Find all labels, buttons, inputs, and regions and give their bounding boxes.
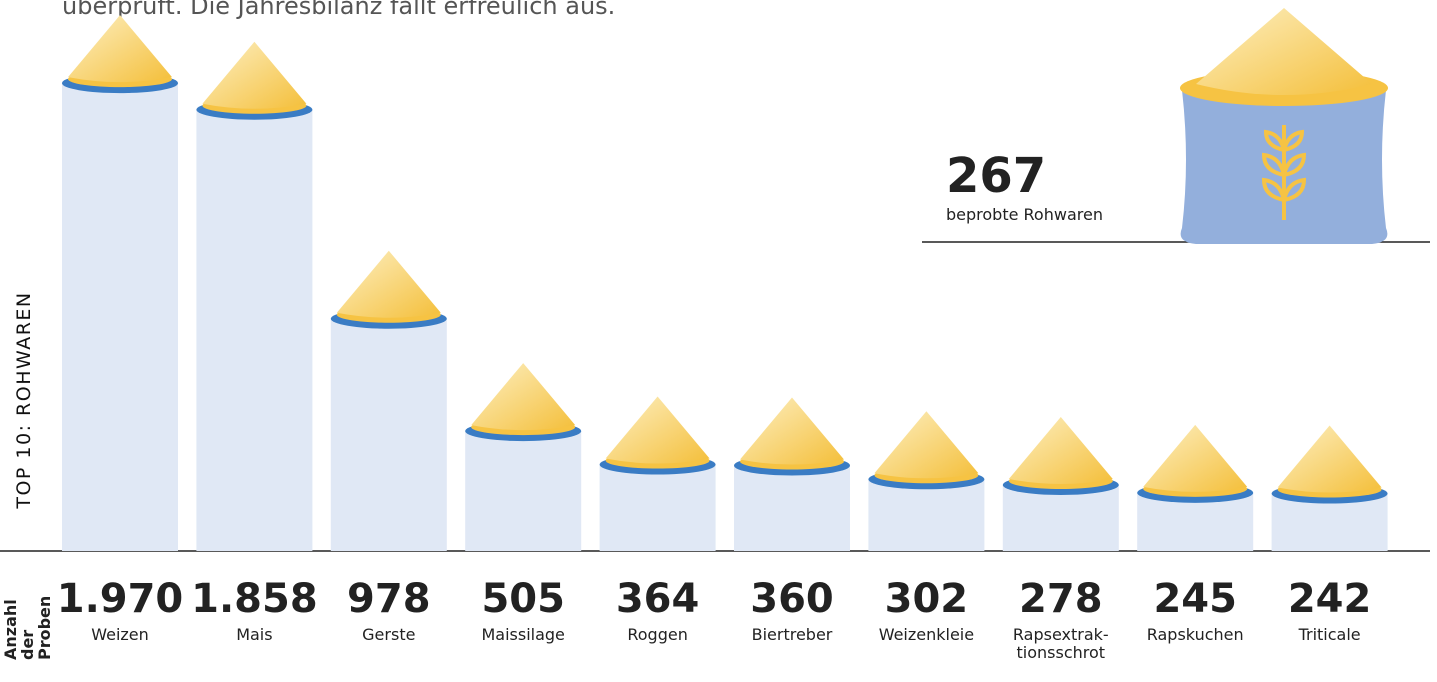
- bar: [465, 431, 581, 551]
- category-label: Weizenkleie: [856, 626, 996, 644]
- value-label: 978: [347, 576, 431, 622]
- grain-pile: [874, 411, 978, 478]
- highlight-label: beprobte Rohwaren: [946, 205, 1103, 224]
- grain-pile: [202, 42, 306, 109]
- category-label: Weizen: [50, 626, 190, 644]
- bar: [734, 466, 850, 552]
- category-label: Rapsextrak- tionsschrot: [991, 626, 1131, 662]
- category-label: Rapskuchen: [1125, 626, 1265, 644]
- value-label: 360: [750, 576, 834, 622]
- grain-pile: [1009, 417, 1113, 484]
- category-label: Maissilage: [453, 626, 593, 644]
- value-label: 1.970: [57, 576, 184, 622]
- value-label: 505: [481, 576, 565, 622]
- page: überprüft. Die Jahresbilanz fällt erfreu…: [0, 0, 1437, 682]
- chart-title: TOP 10: ROHWAREN: [13, 291, 35, 509]
- grain-pile: [606, 397, 710, 464]
- grain-pile: [471, 363, 575, 430]
- bar: [196, 110, 312, 551]
- category-label: Roggen: [588, 626, 728, 644]
- grain-pile: [740, 398, 844, 465]
- category-label: Mais: [184, 626, 324, 644]
- bar: [331, 319, 447, 551]
- category-label: Biertreber: [722, 626, 862, 644]
- bar: [62, 83, 178, 551]
- bar: [868, 479, 984, 551]
- category-label: Triticale: [1260, 626, 1400, 644]
- value-label: 245: [1153, 576, 1237, 622]
- sack-icon: [1180, 8, 1388, 244]
- grain-pile: [337, 251, 441, 318]
- value-axis-label: Anzahl der Proben: [2, 570, 53, 660]
- value-label: 278: [1019, 576, 1103, 622]
- chart: überprüft. Die Jahresbilanz fällt erfreu…: [0, 0, 1437, 682]
- value-label: 1.858: [191, 576, 318, 622]
- grain-pile: [1278, 426, 1382, 493]
- category-label: Gerste: [319, 626, 459, 644]
- grain-pile: [1143, 425, 1247, 492]
- value-label: 302: [885, 576, 969, 622]
- intro-text: überprüft. Die Jahresbilanz fällt erfreu…: [62, 0, 615, 20]
- grain-pile: [68, 15, 172, 82]
- value-label: 242: [1288, 576, 1372, 622]
- highlight-value: 267: [946, 148, 1046, 204]
- value-label: 364: [616, 576, 700, 622]
- bar: [600, 465, 716, 551]
